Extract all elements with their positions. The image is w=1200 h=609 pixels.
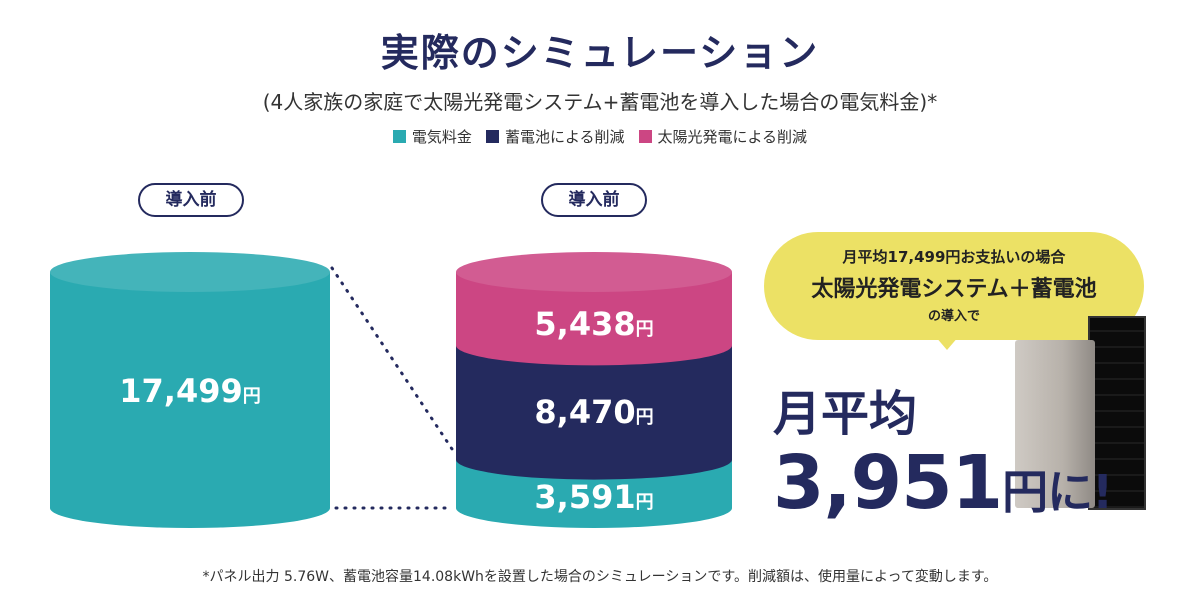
- unit: 円: [635, 319, 654, 340]
- legend-item: 太陽光発電による削減: [638, 126, 808, 147]
- solar-panel-image: [1088, 316, 1146, 510]
- page-title: 実際のシミュレーション: [380, 31, 820, 75]
- legend-swatch: [485, 130, 499, 143]
- legend: 電気料金 蓄電池による削減 太陽光発電による削減: [0, 126, 1200, 147]
- pink-label: 5,438円: [456, 305, 732, 343]
- speech-bubble: 月平均17,499円お支払いの場合 太陽光発電システム＋蓄電池 の導入で: [764, 232, 1144, 340]
- navy-label: 8,470円: [456, 393, 732, 431]
- cylinder-segment: [456, 345, 732, 480]
- legend-label: 蓄電池による削減: [504, 128, 625, 146]
- legend-label: 太陽光発電による削減: [657, 128, 808, 146]
- bubble-tail: [935, 336, 959, 350]
- battery-image: [1015, 340, 1095, 508]
- subtitle: (4人家族の家庭で太陽光発電システム+蓄電池を導入した場合の電気料金)*: [262, 90, 938, 114]
- after-badge: 導入前: [541, 183, 647, 217]
- legend-swatch: [392, 130, 406, 143]
- value: 5,438: [534, 305, 636, 343]
- legend-swatch: [638, 130, 652, 143]
- bubble-line2: 太陽光発電システム＋蓄電池: [811, 277, 1097, 302]
- footnote: *パネル出力 5.76W、蓄電池容量14.08kWhを設置した場合のシミュレーシ…: [202, 569, 998, 585]
- cylinder-segment: [50, 272, 330, 528]
- value: 17,499: [119, 372, 243, 410]
- unit: 円: [635, 407, 654, 428]
- teal-label: 3,591円: [456, 478, 732, 516]
- result-unit: 円: [1002, 465, 1048, 519]
- bubble-line3: の導入で: [927, 309, 980, 324]
- unit: 円: [242, 386, 261, 407]
- legend-item: 蓄電池による削減: [485, 126, 625, 147]
- legend-label: 電気料金: [411, 128, 472, 146]
- unit: 円: [635, 492, 654, 513]
- legend-item: 電気料金: [392, 126, 472, 147]
- value: 8,470: [534, 393, 636, 431]
- cylinder-top: [50, 252, 330, 292]
- before-badge: 導入前: [138, 183, 244, 217]
- bubble-line1: 月平均17,499円お支払いの場合: [842, 248, 1066, 266]
- left-total-label: 17,499円: [50, 372, 330, 410]
- cylinder-top: [456, 252, 732, 292]
- cylinder-segment: [456, 272, 732, 366]
- value: 3,591: [534, 478, 636, 516]
- connector-line-top: [330, 266, 456, 454]
- result-suffix: に!: [1047, 465, 1113, 519]
- result-number: 3,951: [773, 440, 1003, 526]
- result-value: 3,951円に!: [773, 440, 1113, 526]
- result-prefix: 月平均: [773, 386, 918, 442]
